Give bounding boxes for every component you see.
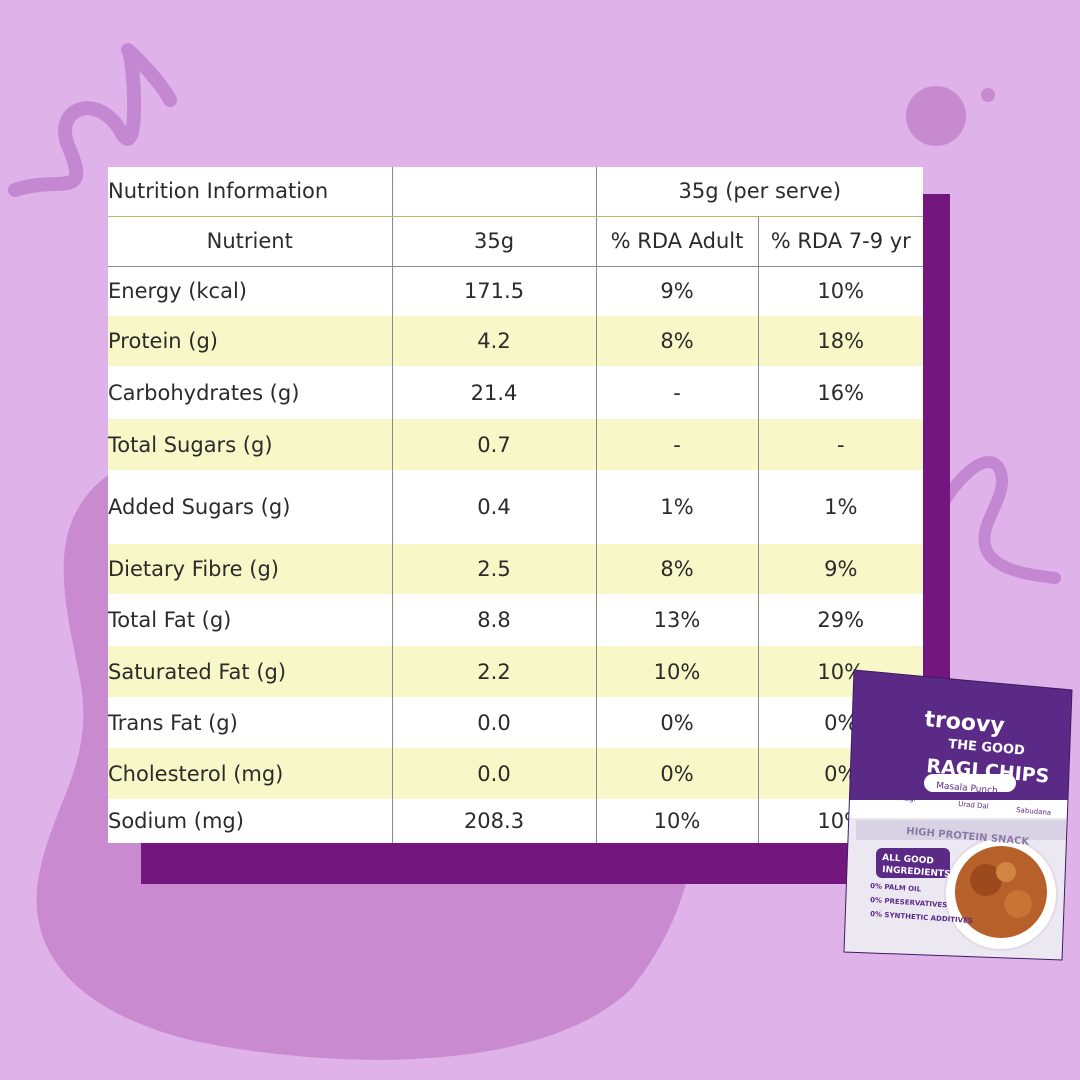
rda-adult-value: 0% [595,697,758,748]
nutrient-name: Total Sugars (g) [108,419,392,470]
rda-adult-value: 8% [595,316,758,366]
amount-value: 2.5 [391,544,596,594]
ingredient-2: Urad Dal [958,800,989,811]
rda-adult-value: 8% [595,544,758,594]
amount-value: 0.0 [391,697,596,748]
table-row: Saturated Fat (g) 2.2 10% 10% [108,646,924,697]
nutrient-name: Total Fat (g) [108,608,232,632]
table-title: Nutrition Information [108,167,392,217]
rda-child-value: - [757,419,924,470]
amount-value: 208.3 [391,799,596,843]
amount-value: 0.4 [391,470,596,544]
rda-adult-value: - [595,366,758,419]
amount-value: 21.4 [391,366,596,419]
table-row: Added Sugars (g) 0.4 1% 1% [108,470,924,544]
circle-large [906,86,966,146]
rda-adult-value: 10% [595,646,758,697]
nutrient-name: Trans Fat (g) [108,710,238,735]
nutrient-name: Energy (kcal) [108,279,247,304]
amount-value: 2.2 [391,646,596,697]
rda-adult-value: 0% [595,748,758,799]
amount-value: 0.7 [391,419,596,470]
amount-value: 4.2 [391,316,596,366]
column-header-amount: 35g [391,216,596,267]
rda-adult-value: 10% [595,799,758,843]
flavor-ribbon [924,774,1016,792]
header-empty-cell [391,167,596,217]
column-header-nutrient: Nutrient [108,216,392,267]
amount-value: 171.5 [391,266,596,316]
rda-child-value: 29% [757,594,924,646]
table-row: Carbohydrates (g) 21.4-16% [108,366,924,419]
rda-adult-value: 9% [595,266,758,316]
table-row: Total Fat (g) 8.8 13% 29% [108,594,924,646]
nutrient-name: Added Sugars (g) [108,495,291,519]
rda-child-value: 1% [757,470,924,544]
nutrient-name: Carbohydrates (g) [108,380,300,405]
squiggle-right [939,456,1061,584]
circle-small [981,88,995,102]
squiggle-top-left [8,43,177,197]
table-header-row-1: Nutrition Information 35g (per serve) [108,167,924,217]
nutrient-name: Dietary Fibre (g) [108,544,392,594]
serving-header: 35g (per serve) [595,167,924,217]
ingredient-3: Sabudana [1016,806,1052,817]
ingredients-badge [876,848,950,878]
product-package: troovy THE GOOD RAGI CHIPS Masala Punch … [843,669,1073,961]
table-row: Energy (kcal) 171.5 9% 10% [108,266,924,316]
package-line1: THE GOOD [948,737,1026,759]
nutrient-name: Saturated Fat (g) [108,646,392,697]
nutrient-name: Protein (g) [108,316,392,366]
rda-child-value: 16% [757,366,924,419]
column-header-rda-child: % RDA 7-9 yr [757,216,924,267]
rda-adult-value: 13% [595,594,758,646]
table-row: Cholesterol (mg) 0.0 0% 0% [108,748,924,799]
rda-adult-value: 1% [595,470,758,544]
badge-line1: ALL GOOD [882,853,934,867]
table-row: Trans Fat (g) 0.0 0% 0% [108,697,924,748]
rda-child-value: 9% [757,544,924,594]
nutrition-table: Nutrition Information 35g (per serve) Nu… [108,167,924,843]
badge-line2: INGREDIENTS [882,865,951,880]
protein-ribbon [856,820,1066,840]
table-row: Protein (g) 4.2 8% 18% [108,316,924,366]
rda-child-value: 10% [757,266,924,316]
ingredient-1: Ragi [900,794,916,803]
table-row: Sodium (mg) 208.3 10% 10% [108,799,924,843]
table-row: Dietary Fibre (g) 2.5 8% 9% [108,544,924,594]
rda-child-value: 18% [757,316,924,366]
column-header-rda-adult: % RDA Adult [595,216,758,267]
claim-1: 0% PALM OIL [870,882,922,894]
nutrient-name: Sodium (mg) [108,809,244,833]
table-header-row-2: Nutrient 35g % RDA Adult % RDA 7-9 yr [108,216,924,267]
table-row: Total Sugars (g) 0.7- - [108,419,924,470]
nutrient-name: Cholesterol (mg) [108,748,392,799]
amount-value: 8.8 [391,594,596,646]
amount-value: 0.0 [391,748,596,799]
rda-adult-value: - [595,419,758,470]
